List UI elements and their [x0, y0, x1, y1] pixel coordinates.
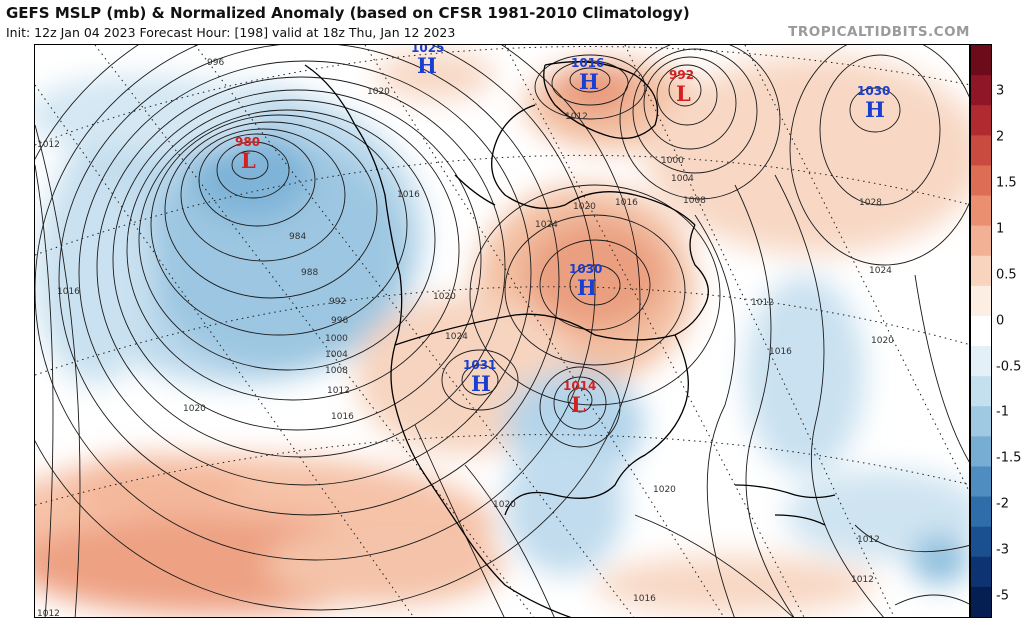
high-pressure-symbol: H	[865, 97, 885, 122]
isobar-label: 1016	[397, 190, 420, 200]
isobar-label: 1012	[851, 575, 874, 585]
isobar-label: 1004	[325, 350, 348, 360]
isobar-label: 1016	[615, 198, 638, 208]
anomaly-colorbar	[970, 44, 992, 618]
colorbar-tick: -3	[996, 542, 1009, 558]
low-pressure-symbol: L	[676, 81, 691, 106]
colorbar-tick: -0.5	[996, 359, 1022, 375]
colorbar-swatch	[971, 556, 991, 588]
isobar-label: 1004	[671, 174, 694, 184]
isobar-label: 1020	[573, 202, 596, 212]
colorbar-tick: -2	[996, 496, 1009, 512]
colorbar-swatch	[971, 436, 991, 468]
colorbar-swatch	[971, 406, 991, 437]
mslp-anomaly-map: 996 1020 1012 1012 1000 1004 1008 1016 1…	[34, 44, 970, 618]
isobar-label: 1012	[327, 386, 350, 396]
colorbar-swatch	[971, 105, 991, 136]
isobar-label: 996	[331, 316, 348, 326]
colorbar-swatch	[971, 376, 991, 407]
colorbar-swatch	[971, 466, 991, 498]
colorbar-swatch	[971, 195, 991, 227]
isobar-label: 1020	[183, 404, 206, 414]
isobar-label: 1012	[565, 112, 588, 122]
chart-title: GEFS MSLP (mb) & Normalized Anomaly (bas…	[6, 4, 690, 22]
isobar-label: 1028	[859, 198, 882, 208]
colorbar-swatches	[971, 45, 991, 617]
isobar-label: 1020	[653, 485, 676, 495]
isobar-label: 1024	[535, 220, 558, 230]
isobar-label: 1000	[325, 334, 348, 344]
pressure-center-value: 992	[669, 68, 694, 82]
isobar-label: 1012	[37, 609, 60, 618]
isobar-label: 1016	[331, 412, 354, 422]
colorbar-tick: 2	[996, 129, 1005, 145]
isobar-label: 1020	[871, 336, 894, 346]
high-pressure-symbol: H	[579, 69, 599, 94]
isobar-label: 1016	[769, 347, 792, 357]
isobar-label: 1008	[325, 366, 348, 376]
isobar-label: 1000	[661, 156, 684, 166]
colorbar-swatch	[971, 496, 991, 528]
isobar-label: 1020	[493, 500, 516, 510]
pressure-center-value: 1030	[857, 84, 890, 98]
isobar-label: 1016	[57, 287, 80, 297]
isobar-label: 1012	[751, 298, 774, 308]
colorbar-swatch	[971, 315, 991, 347]
isobar-label: 992	[329, 297, 346, 307]
isobar-label: 1020	[367, 87, 390, 97]
colorbar-swatch	[971, 526, 991, 558]
pressure-center-value: 1014	[563, 379, 596, 393]
isobar-label: 1024	[869, 266, 892, 276]
low-pressure-symbol: L	[241, 148, 256, 173]
colorbar-swatch	[971, 586, 991, 617]
isobar-label: 1012	[37, 140, 60, 150]
colorbar-swatch	[971, 255, 991, 287]
colorbar-swatch	[971, 165, 991, 197]
colorbar-swatch	[971, 135, 991, 167]
colorbar-swatch	[971, 225, 991, 257]
isobars	[35, 45, 969, 617]
isobar-label: 1008	[683, 196, 706, 206]
colorbar-swatch	[971, 45, 991, 76]
pressure-center-value: 1031	[463, 358, 496, 372]
pressure-center-value: 1016	[571, 56, 604, 70]
isobar-label: 996	[207, 58, 224, 68]
isobar-label: 1016	[633, 594, 656, 604]
colorbar-tick: -1.5	[996, 450, 1022, 466]
map-canvas: 996 1020 1012 1012 1000 1004 1008 1016 1…	[35, 45, 969, 618]
source-watermark[interactable]: TROPICALTIDBITS.COM	[788, 24, 970, 40]
pressure-center-value: 1030	[569, 262, 602, 276]
colorbar-swatch	[971, 75, 991, 106]
colorbar-tick: -1	[996, 404, 1009, 420]
isobar-label: 1024	[445, 332, 468, 342]
coastlines	[304, 61, 836, 617]
isobar-label: 984	[289, 232, 306, 242]
high-pressure-symbol: H	[417, 53, 437, 78]
isobar-label: 988	[301, 268, 318, 278]
colorbar-swatch	[971, 285, 991, 317]
colorbar-swatch	[971, 346, 991, 377]
chart-subtitle: Init: 12z Jan 04 2023 Forecast Hour: [19…	[6, 25, 456, 40]
pressure-center-value: 1025	[411, 45, 444, 55]
isobar-label: 1020	[433, 292, 456, 302]
pressure-center-value: 980	[235, 135, 260, 149]
low-pressure-symbol: L	[571, 392, 586, 417]
colorbar-tick: -5	[996, 588, 1009, 604]
colorbar-tick: 0.5	[996, 267, 1017, 283]
high-pressure-symbol: H	[577, 275, 597, 300]
colorbar-tick: 1	[996, 221, 1005, 237]
colorbar-tick: 3	[996, 83, 1005, 99]
colorbar-tick: 1.5	[996, 175, 1017, 191]
pressure-centers: 1025 H 1016 H 992 L 1030 H 980 L 1030 H …	[235, 45, 890, 417]
isobar-labels: 996 1020 1012 1012 1000 1004 1008 1016 1…	[37, 58, 894, 618]
high-pressure-symbol: H	[471, 371, 491, 396]
colorbar-tick: 0	[996, 313, 1005, 329]
isobar-label: 1012	[857, 535, 880, 545]
